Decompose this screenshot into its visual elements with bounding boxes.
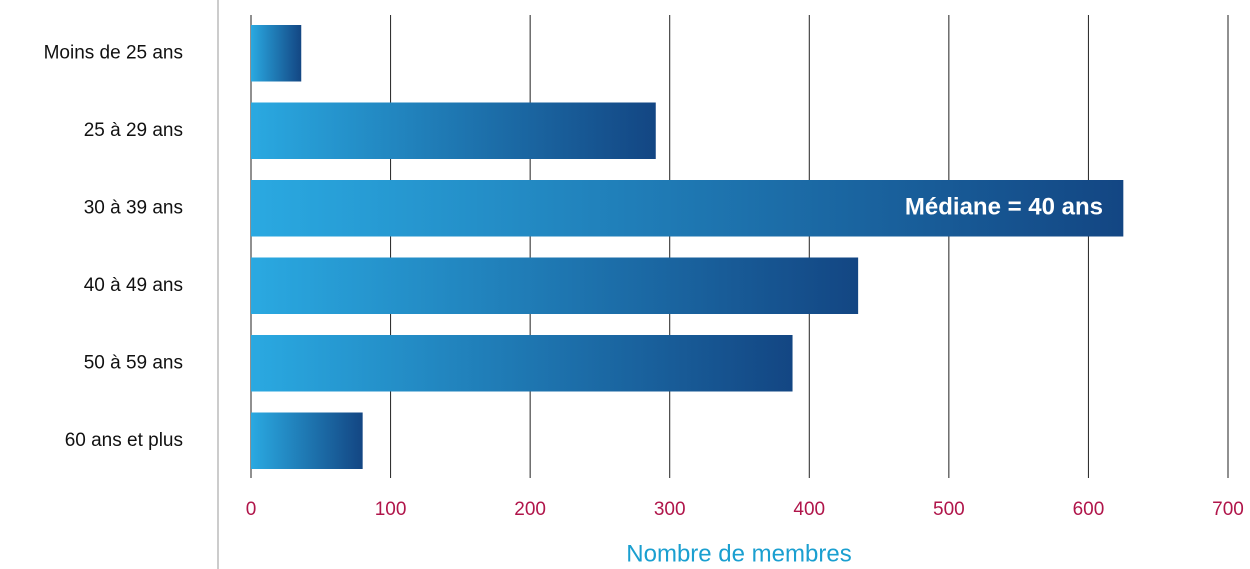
bar [251, 412, 363, 469]
bar [251, 335, 793, 392]
bar [251, 25, 302, 82]
x-tick-label: 0 [246, 499, 257, 520]
bar [251, 257, 859, 314]
y-tick-label: 60 ans et plus [65, 430, 183, 451]
y-tick-label: 50 à 59 ans [84, 352, 183, 373]
y-tick-label: 30 à 39 ans [84, 197, 183, 218]
y-tick-label: Moins de 25 ans [44, 42, 183, 63]
x-tick-label: 700 [1212, 499, 1244, 520]
x-tick-label: 400 [793, 499, 825, 520]
annotation: Médiane = 40 ans [905, 194, 1103, 221]
x-tick-label: 600 [1073, 499, 1105, 520]
bar [251, 102, 656, 159]
y-tick-label: 25 à 29 ans [84, 120, 183, 141]
x-tick-label: 300 [654, 499, 686, 520]
bar [251, 180, 1124, 237]
x-tick-label: 500 [933, 499, 965, 520]
x-axis-title: Nombre de membres [626, 540, 851, 567]
x-tick-label: 100 [375, 499, 407, 520]
x-tick-label: 200 [514, 499, 546, 520]
y-tick-label: 40 à 49 ans [84, 275, 183, 296]
